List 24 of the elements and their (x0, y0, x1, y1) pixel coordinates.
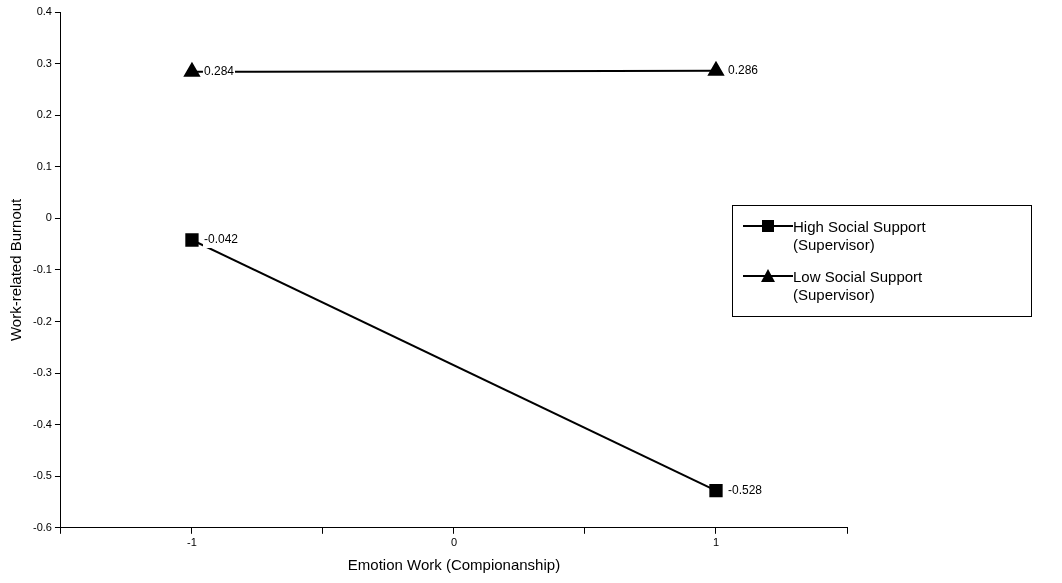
y-tick-label: -0.4 (32, 417, 52, 430)
y-tick-label: 0.4 (36, 5, 52, 18)
data-label: -0.042 (203, 232, 239, 247)
data-label: 0.286 (727, 63, 759, 78)
x-axis-title: Emotion Work (Compionanship) (347, 556, 561, 574)
y-tick-label: 0.3 (36, 56, 52, 69)
data-label: 0.284 (203, 64, 235, 79)
y-axis-title: Work-related Burnout (7, 197, 25, 342)
x-tick-label: 1 (712, 536, 720, 549)
x-tick-label: -1 (187, 536, 197, 549)
point (185, 233, 199, 247)
point (709, 484, 723, 498)
y-tick-label: 0.2 (36, 108, 52, 121)
data-label: -0.528 (727, 482, 763, 497)
y-tick-label: -0.1 (32, 262, 52, 275)
legend-label: Low Social Support (Supervisor) (793, 268, 924, 304)
y-tick-label: -0.3 (32, 366, 52, 379)
x-tick-label: 0 (450, 536, 458, 549)
y-tick-label: -0.6 (32, 520, 52, 533)
legend-label: High Social Support (Supervisor) (793, 218, 927, 254)
y-tick-label: 0.1 (36, 159, 52, 172)
y-tick-label: -0.2 (32, 314, 52, 327)
y-tick-label: 0 (45, 211, 52, 224)
y-tick-label: -0.5 (32, 469, 52, 482)
